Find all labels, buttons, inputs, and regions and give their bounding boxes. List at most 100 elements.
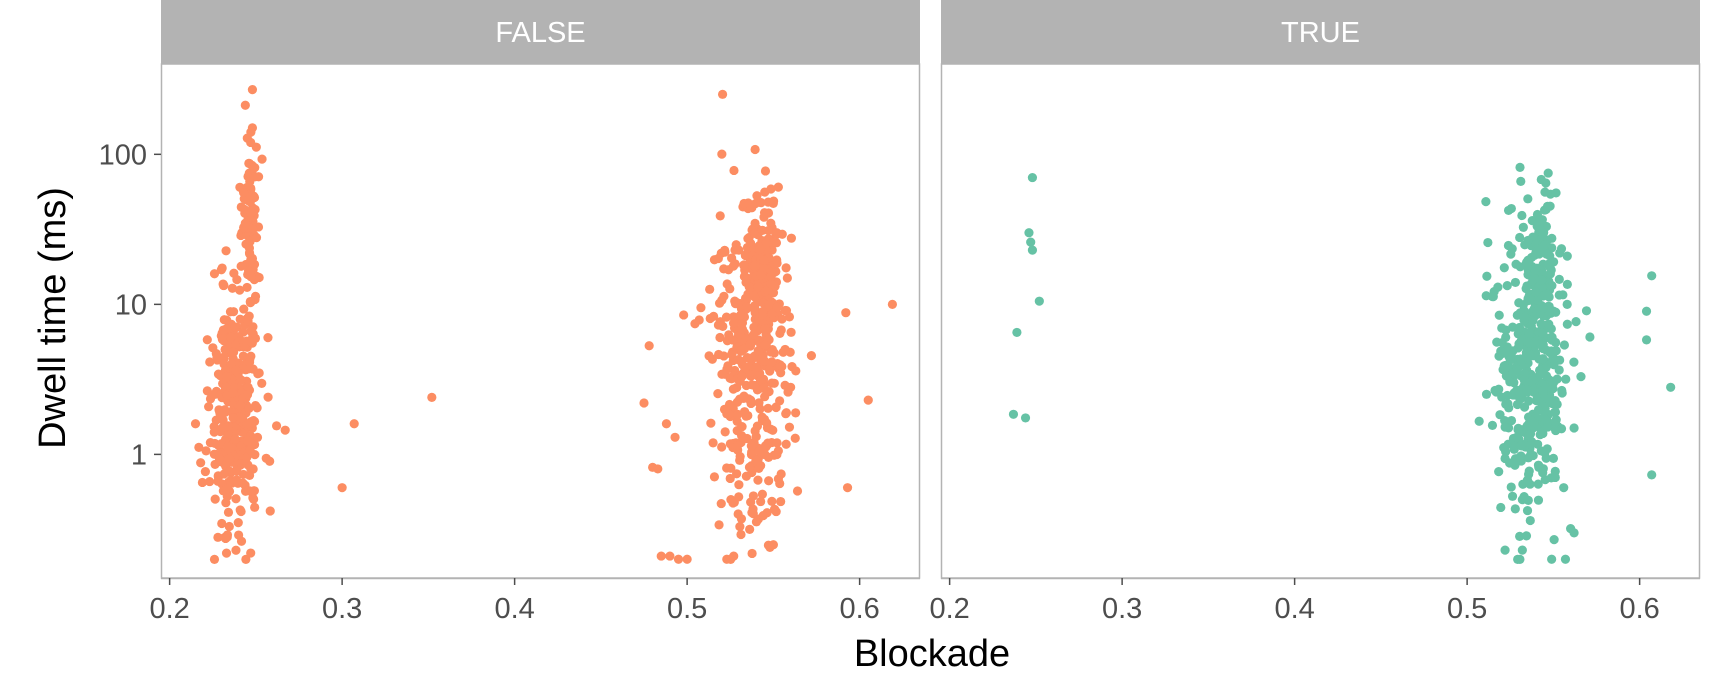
data-point: [1544, 319, 1554, 329]
data-point: [734, 245, 744, 255]
data-point: [744, 462, 755, 472]
x-axis: 0.2 0.3 0.4 0.5 0.6: [149, 577, 920, 625]
data-point: [728, 498, 738, 508]
data-point: [1524, 328, 1534, 338]
data-point: [765, 364, 775, 374]
y-axis: 1 10 100: [99, 139, 161, 471]
data-point: [739, 198, 749, 209]
data-point: [1514, 339, 1524, 349]
data-point: [247, 85, 258, 95]
data-point: [208, 343, 218, 353]
data-point: [245, 249, 255, 259]
data-point: [1516, 176, 1526, 187]
y-tick-label: 100: [99, 139, 147, 171]
data-point: [231, 494, 241, 504]
data-point: [1647, 470, 1657, 480]
data-point: [766, 279, 777, 289]
data-point: [230, 322, 240, 332]
data-point: [1540, 475, 1550, 485]
data-point: [250, 162, 260, 173]
data-point: [242, 282, 252, 293]
data-point: [1525, 479, 1535, 489]
points-group: [1008, 162, 1676, 565]
data-point: [767, 309, 777, 319]
data-point: [197, 477, 207, 488]
data-point: [239, 188, 249, 198]
data-point: [247, 123, 258, 133]
data-point: [679, 310, 689, 320]
data-point: [841, 308, 851, 318]
data-point: [216, 265, 226, 275]
data-point: [758, 511, 768, 521]
data-point: [653, 464, 663, 474]
data-point: [1510, 504, 1520, 514]
data-point: [1554, 274, 1564, 284]
data-point: [212, 352, 222, 362]
data-point: [213, 532, 223, 542]
data-point: [242, 452, 252, 462]
data-point: [235, 285, 245, 295]
data-point: [863, 395, 873, 405]
x-tick-label: 0.2: [149, 593, 189, 625]
data-point: [194, 442, 204, 452]
data-point: [724, 399, 735, 410]
data-point: [1474, 416, 1484, 426]
data-point: [1562, 279, 1572, 290]
data-point: [1027, 245, 1038, 255]
data-point: [1034, 296, 1044, 306]
data-point: [748, 504, 758, 514]
data-point: [744, 282, 754, 292]
data-point: [756, 270, 766, 281]
data-point: [736, 529, 746, 540]
data-point: [781, 409, 791, 419]
data-point: [208, 390, 218, 400]
data-point: [757, 489, 768, 499]
data-point: [246, 548, 256, 558]
data-point: [728, 318, 739, 328]
data-point: [1493, 282, 1503, 292]
data-point: [1561, 374, 1571, 384]
data-point: [205, 357, 215, 367]
data-point: [737, 421, 747, 432]
data-point: [1559, 340, 1570, 350]
data-point: [735, 521, 745, 532]
data-point: [221, 533, 231, 544]
data-point: [1540, 187, 1550, 197]
data-point: [1555, 248, 1565, 258]
data-point: [776, 496, 786, 507]
data-point: [1497, 337, 1507, 348]
data-point: [756, 376, 766, 386]
data-point: [1487, 420, 1498, 430]
data-point: [709, 311, 719, 321]
data-point: [1513, 423, 1523, 433]
data-point: [763, 197, 773, 207]
data-point: [427, 392, 437, 402]
data-point: [760, 324, 770, 334]
data-point: [1536, 319, 1546, 329]
data-point: [717, 149, 727, 159]
data-point: [751, 455, 761, 465]
data-point: [228, 388, 238, 398]
data-point: [742, 301, 752, 312]
data-point: [239, 304, 249, 314]
facet-strip: [161, 0, 920, 64]
data-point: [280, 425, 290, 435]
x-tick-label: 0.4: [494, 593, 534, 625]
data-point: [759, 263, 769, 273]
data-point: [1525, 429, 1536, 439]
data-point: [1515, 162, 1525, 172]
data-point: [237, 413, 247, 423]
data-point: [244, 470, 255, 481]
x-tick-label: 0.4: [1274, 593, 1314, 625]
data-point: [716, 498, 726, 509]
data-point: [1524, 338, 1534, 348]
data-point: [1499, 443, 1509, 453]
data-point: [1522, 505, 1533, 516]
data-point: [771, 402, 781, 413]
data-point: [1537, 275, 1547, 285]
data-point: [768, 540, 778, 550]
data-point: [223, 507, 234, 517]
data-point: [337, 483, 347, 493]
x-axis: 0.2 0.3 0.4 0.5 0.6: [929, 577, 1700, 625]
